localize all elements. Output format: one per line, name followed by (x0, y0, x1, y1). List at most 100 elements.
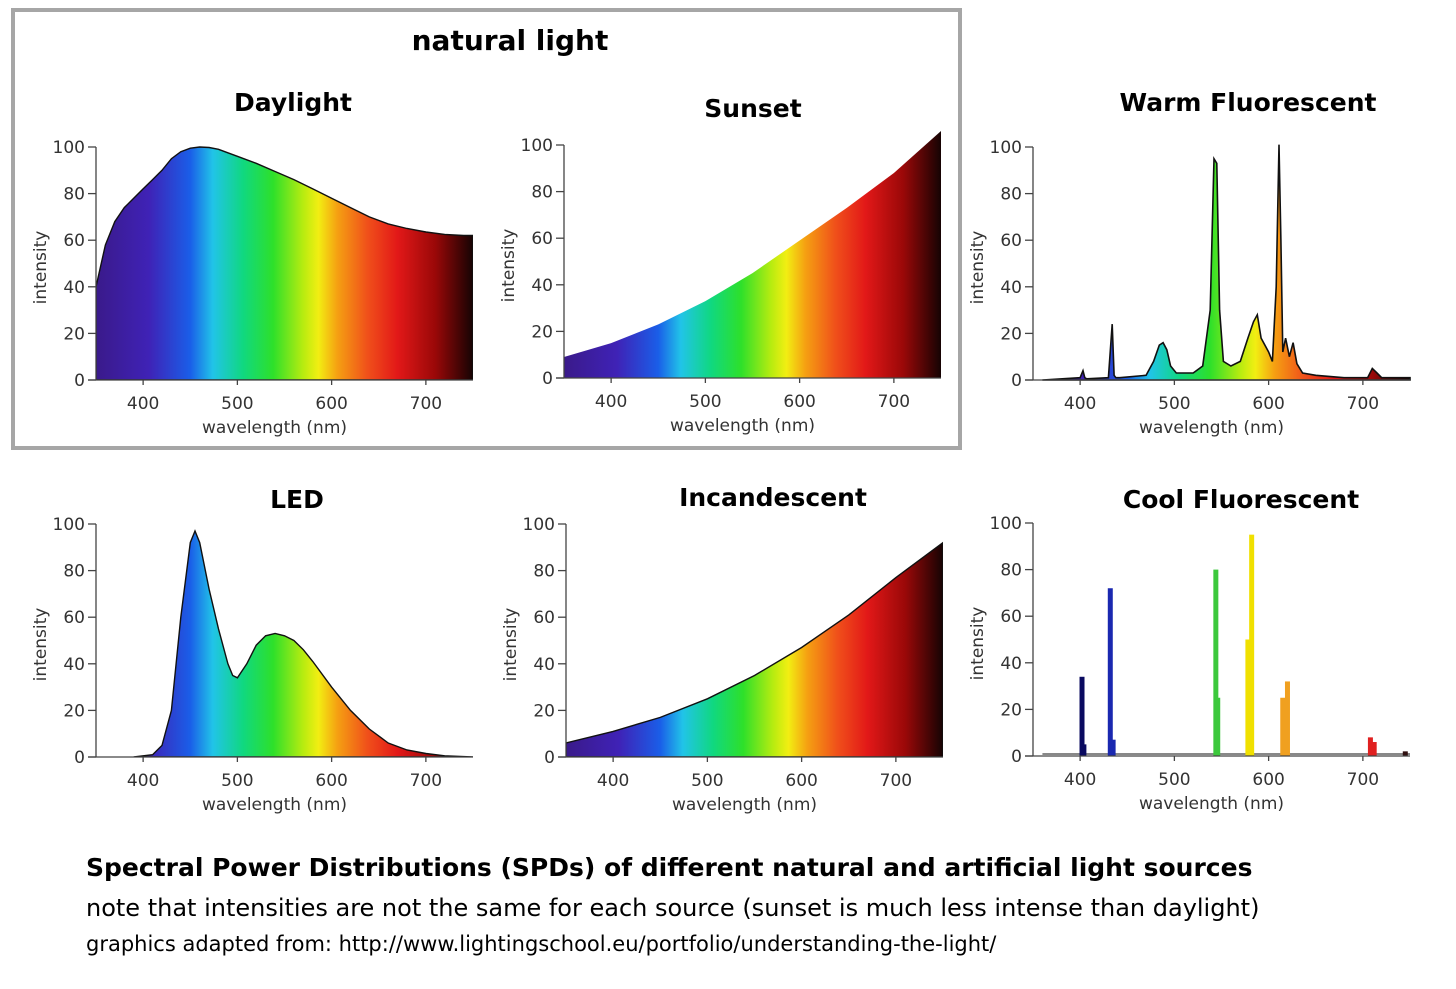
x-axis-label: wavelength (nm) (672, 795, 817, 815)
y-axis-label: intensity (501, 608, 521, 682)
x-tick-label: 400 (597, 771, 629, 791)
y-tick-label: 20 (531, 322, 553, 342)
spectrum-area (133, 529, 473, 757)
emission-line (1213, 569, 1219, 756)
y-axis-label: intensity (968, 231, 988, 305)
y-tick-label: 20 (63, 701, 85, 721)
y-tick-label: 40 (1000, 278, 1022, 298)
emission-line (1284, 681, 1290, 756)
x-tick-label: 500 (1158, 394, 1190, 414)
x-tick-label: 700 (410, 394, 442, 414)
x-tick-label: 700 (878, 392, 910, 412)
y-tick-label: 20 (1000, 324, 1022, 344)
caption-title: Spectral Power Distributions (SPDs) of d… (86, 853, 1253, 882)
y-tick-label: 60 (1000, 231, 1022, 251)
y-axis-label: intensity (31, 231, 51, 305)
y-tick-label: 20 (533, 701, 555, 721)
y-tick-label: 40 (533, 655, 555, 675)
x-tick-label: 400 (127, 771, 159, 791)
y-tick-label: 0 (74, 748, 85, 768)
emission-line (1110, 739, 1116, 756)
chart-title: Daylight (234, 88, 352, 117)
chart-incandescent: Incandescent 0 20 40 60 80 100 400 500 600 700 wave… (501, 483, 943, 815)
emission-line (1081, 744, 1087, 756)
chart-title: Warm Fluorescent (1120, 88, 1377, 117)
x-tick-label: 500 (1158, 770, 1190, 790)
caption-source: graphics adapted from: http://www.lighti… (86, 932, 997, 956)
natural-light-group-frame (11, 8, 962, 450)
emission-line (1079, 676, 1085, 756)
y-tick-label: 40 (63, 655, 85, 675)
emission-line (1280, 697, 1286, 756)
chart-warm-fluorescent: Warm Fluorescent 0 20 40 60 80 100 400 500 600 700… (968, 88, 1411, 438)
y-tick-label: 80 (63, 562, 85, 582)
x-tick-label: 400 (127, 394, 159, 414)
chart-title: Incandescent (679, 483, 867, 512)
x-tick-label: 400 (1064, 770, 1096, 790)
spectrum-area (96, 146, 473, 380)
y-tick-label: 80 (531, 183, 553, 203)
emission-line (1107, 588, 1113, 756)
y-tick-label: 40 (63, 278, 85, 298)
y-axis-label: intensity (968, 607, 988, 681)
emission-line (1215, 697, 1221, 756)
caption-note: note that intensities are not the same f… (86, 894, 1260, 922)
emission-line (1249, 534, 1255, 756)
x-tick-label: 700 (880, 771, 912, 791)
emission-line (1371, 742, 1377, 756)
y-tick-label: 60 (531, 229, 553, 249)
y-tick-label: 0 (542, 369, 553, 389)
emission-line (1245, 639, 1251, 756)
y-tick-label: 60 (63, 608, 85, 628)
x-tick-label: 400 (1064, 394, 1096, 414)
y-tick-label: 80 (1000, 185, 1022, 205)
y-tick-label: 20 (1000, 700, 1022, 720)
x-axis-label: wavelength (nm) (1139, 418, 1284, 438)
emission-line (1367, 737, 1373, 756)
y-tick-label: 60 (63, 231, 85, 251)
x-tick-label: 400 (595, 392, 627, 412)
chart-title: Cool Fluorescent (1123, 485, 1359, 514)
x-tick-label: 500 (689, 392, 721, 412)
x-tick-label: 600 (315, 771, 347, 791)
y-tick-label: 40 (1000, 654, 1022, 674)
x-tick-label: 600 (315, 394, 347, 414)
y-tick-label: 0 (74, 371, 85, 391)
y-tick-label: 0 (1011, 747, 1022, 767)
y-tick-label: 100 (523, 515, 555, 535)
y-tick-label: 40 (531, 276, 553, 296)
chart-title: LED (270, 485, 324, 514)
y-tick-label: 0 (544, 748, 555, 768)
x-tick-label: 600 (783, 392, 815, 412)
x-tick-label: 600 (1252, 394, 1284, 414)
x-tick-label: 600 (785, 771, 817, 791)
chart-cool-fluorescent: Cool Fluorescent 0 20 40 60 80 100 400 500 600 700… (968, 485, 1410, 814)
y-tick-label: 80 (1000, 561, 1022, 581)
y-tick-label: 0 (1011, 371, 1022, 391)
x-axis-label: wavelength (nm) (202, 418, 347, 438)
chart-led: LED 0 20 40 60 80 100 400 500 600 700 wavelength (n… (31, 485, 473, 815)
x-tick-label: 700 (410, 771, 442, 791)
y-tick-label: 100 (53, 138, 85, 158)
x-tick-label: 700 (1347, 394, 1379, 414)
x-tick-label: 700 (1347, 770, 1379, 790)
x-tick-label: 500 (691, 771, 723, 791)
chart-sunset: Sunset 0 20 40 60 80 100 400 500 600 700 wavelength… (499, 94, 941, 436)
y-tick-label: 100 (521, 136, 553, 156)
x-tick-label: 600 (1252, 770, 1284, 790)
y-tick-label: 100 (990, 514, 1022, 534)
y-axis-label: intensity (31, 608, 51, 682)
chart-title: Sunset (704, 94, 801, 123)
x-axis-label: wavelength (nm) (202, 795, 347, 815)
x-axis-label: wavelength (nm) (1139, 794, 1284, 814)
y-tick-label: 80 (63, 185, 85, 205)
y-tick-label: 100 (990, 138, 1022, 158)
chart-daylight: Daylight 0 20 40 60 80 100 400 500 600 700 waveleng… (31, 88, 473, 438)
y-axis-label: intensity (499, 229, 519, 303)
emission-line (1402, 751, 1408, 756)
spectrum-area (564, 131, 941, 378)
y-tick-label: 60 (533, 608, 555, 628)
y-tick-label: 80 (533, 562, 555, 582)
x-tick-label: 500 (221, 394, 253, 414)
